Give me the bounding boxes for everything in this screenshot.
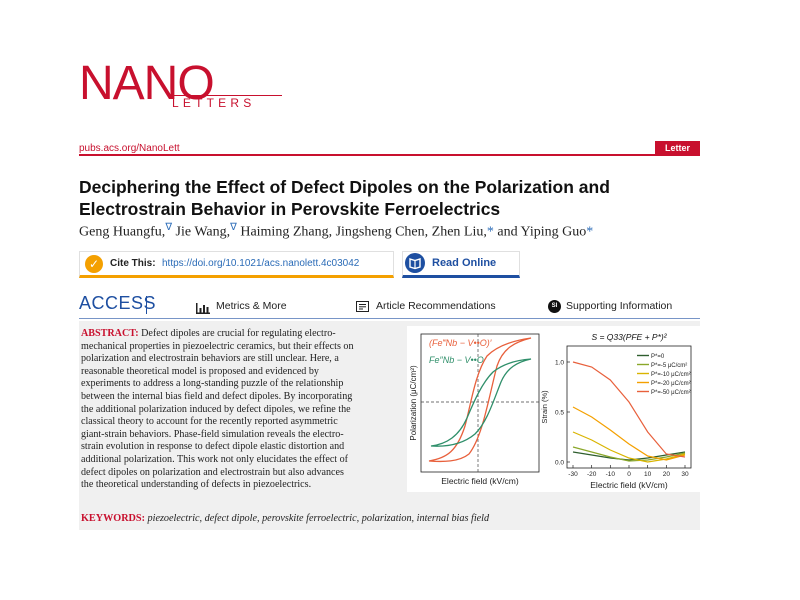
read-online-label: Read Online (432, 257, 497, 269)
hysteresis-panel: (Fe‴Nb − V••O)′ Fe″Nb − V••O Electric fi… (409, 333, 540, 486)
abstract-line: strain evolution in response to defect d… (81, 441, 345, 453)
doi-link[interactable]: https://doi.org/10.1021/acs.nanolett.4c0… (162, 258, 360, 269)
author-list: Geng Huangfu,∇ Jie Wang,∇ Haiming Zhang,… (79, 222, 593, 241)
supporting-info-link[interactable]: Supporting Information (566, 300, 673, 312)
strain-series-line (572, 446, 686, 462)
access-separator (146, 296, 147, 314)
abstract-line: the theoretical understanding of defects… (81, 479, 312, 491)
author-name[interactable]: and Yiping Guo (497, 224, 587, 240)
x-tick-label: 0 (627, 471, 631, 478)
hysteresis-xlabel: Electric field (kV/cm) (441, 476, 519, 486)
x-tick-label: 30 (681, 471, 689, 478)
corresponding-mark: * (486, 224, 494, 240)
read-online-icon (405, 253, 425, 273)
journal-logo-underline (172, 95, 282, 96)
author-name[interactable]: Haiming Zhang, Jingsheng Chen, Zhen Liu, (240, 224, 487, 240)
strain-xlabel: Electric field (kV/cm) (590, 480, 668, 490)
cite-this-label: Cite This: (110, 258, 156, 269)
keywords-list: piezoelectric, defect dipole, perovskite… (147, 513, 490, 524)
strain-series-line (572, 361, 686, 458)
legend-label: P*=-5 μC/cm² (651, 363, 687, 369)
cite-check-icon: ✓ (85, 255, 103, 273)
abstract-line: polarization and electrostrain behaviors… (81, 353, 339, 365)
article-list-icon (356, 301, 369, 312)
abstract-line: experiments to address a long-standing p… (81, 378, 344, 390)
author-name[interactable]: Geng Huangfu, (79, 224, 166, 240)
recommendations-link[interactable]: Article Recommendations (376, 300, 496, 312)
cite-this-box[interactable] (79, 251, 394, 278)
x-tick-label: -20 (587, 471, 597, 478)
legend-label: P*=-50 μC/cm² (651, 390, 691, 396)
keywords-heading: KEYWORDS: (81, 513, 145, 524)
book-icon (409, 258, 421, 270)
article-type-badge: Letter (655, 141, 700, 155)
abstract-line: mechanical properties in piezoelectric c… (81, 340, 354, 352)
strain-ylabel: Strain (%) (540, 390, 549, 424)
journal-url-link[interactable]: pubs.acs.org/NanoLett (79, 143, 180, 154)
paper-title-line: Deciphering the Effect of Defect Dipoles… (79, 177, 610, 197)
abstract-line: classical theory to account for the rece… (81, 416, 338, 428)
bar-chart-icon (196, 301, 210, 314)
hysteresis-loop-orange (428, 337, 532, 463)
legend-label-green: Fe″Nb − V••O (429, 355, 484, 365)
abstract-heading: ABSTRACT: (81, 328, 139, 339)
metrics-link[interactable]: Metrics & More (216, 300, 287, 312)
abstract-line: additional polarization. This work not o… (81, 453, 349, 465)
supporting-info-icon: SI (548, 300, 561, 313)
toc-figure-svg: (Fe‴Nb − V••O)′ Fe″Nb − V••O Electric fi… (409, 332, 692, 490)
paper-title-line: Electrostrain Behavior in Perovskite Fer… (79, 199, 501, 219)
abstract-text: ABSTRACT: Defect dipoles are crucial for… (81, 328, 399, 492)
abstract-line: reasonable theoretical model is proposed… (81, 365, 319, 377)
journal-logo-sub: LETTERS (172, 96, 256, 110)
abstract-line: the additional polarization induced by d… (81, 403, 351, 415)
abstract-line: Defect dipoles are crucial for regulatin… (141, 328, 336, 339)
abstract-line: giant-strain behaviors. Phase-field simu… (81, 428, 344, 440)
y-tick-label: 1.0 (555, 360, 564, 367)
x-tick-label: 10 (644, 471, 652, 478)
y-tick-label: 0.0 (555, 460, 564, 467)
hysteresis-ylabel: Polarization (μC/cm²) (409, 365, 418, 441)
corresponding-mark: * (586, 224, 594, 240)
access-divider (79, 318, 700, 319)
toc-graphic: (Fe‴Nb − V••O)′ Fe″Nb − V••O Electric fi… (407, 326, 700, 492)
x-tick-label: -30 (568, 471, 578, 478)
strain-series-line (572, 451, 686, 461)
y-tick-label: 0.5 (555, 410, 564, 417)
keywords-line: KEYWORDS: piezoelectric, defect dipole, … (81, 513, 489, 524)
legend-label: P*=0 (651, 354, 665, 360)
legend-label-orange: (Fe‴Nb − V••O)′ (429, 338, 492, 348)
hysteresis-loop-green (430, 358, 532, 447)
abstract-line: between the internal bias field and defe… (81, 390, 353, 402)
strain-panel: S = Q33(PFE + P*)² Electric field (kV/cm… (540, 332, 692, 490)
author-name[interactable]: Jie Wang, (175, 224, 231, 240)
legend-label: P*=-20 μC/cm² (651, 381, 691, 387)
affiliation-mark: ∇ (230, 222, 237, 233)
paper-title: Deciphering the Effect of Defect Dipoles… (79, 176, 719, 220)
header-divider (79, 154, 700, 156)
x-tick-label: 20 (663, 471, 671, 478)
x-tick-label: -10 (606, 471, 616, 478)
strain-series-line (572, 406, 686, 461)
hysteresis-frame (420, 333, 540, 473)
strain-title: S = Q33(PFE + P*)² (591, 332, 667, 342)
abstract-line: defect dipoles on polarization and elect… (81, 466, 344, 478)
legend-label: P*=-10 μC/cm² (651, 372, 691, 378)
strain-series-line (572, 431, 686, 463)
access-label: ACCESS (79, 293, 157, 313)
affiliation-mark: ∇ (165, 222, 173, 233)
journal-logo-main: NANO (79, 57, 215, 110)
